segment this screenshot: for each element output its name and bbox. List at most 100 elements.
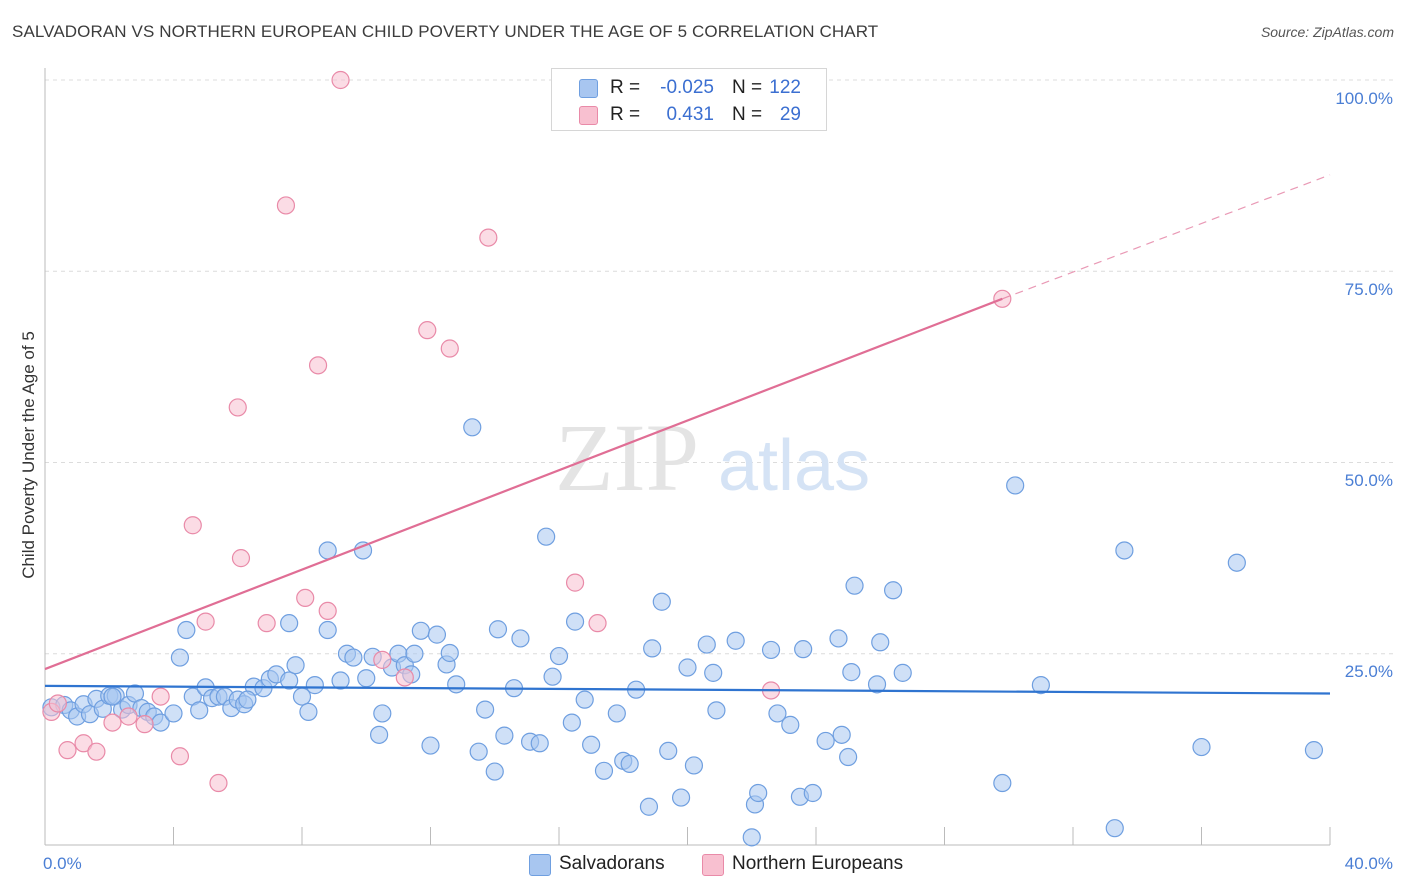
northern-european-point (231, 549, 251, 568)
salvadoran-point (684, 756, 704, 775)
salvadoran-point (768, 704, 787, 723)
salvadoran-point (190, 701, 209, 720)
salvadoran-point (238, 690, 257, 709)
northern-european-point (209, 773, 228, 793)
salvadoran-point (678, 658, 697, 677)
salvadoran-point (280, 614, 299, 633)
gridlines (45, 79, 1393, 655)
salvadoran-point (829, 629, 848, 648)
northern-european-point (48, 694, 67, 713)
salvadoran-point (485, 762, 504, 781)
salvadoran-point (530, 734, 549, 753)
northern-european-point (276, 196, 296, 215)
northern-european-point (318, 601, 337, 621)
northern-european-point (479, 228, 498, 247)
salvadoran-point (1006, 476, 1025, 495)
salvadoran-point (1304, 741, 1324, 760)
salvadoran-point (357, 669, 376, 688)
salvadoran-point (1115, 541, 1134, 560)
salvadoran-point (867, 675, 887, 694)
source-label: Source: ZipAtlas.com (1260, 24, 1394, 40)
salvadoran-point (373, 704, 392, 723)
northern-european-point (87, 742, 106, 761)
watermark-zip: ZIP (555, 404, 699, 511)
salvadoran-point (511, 629, 530, 648)
series-salvadorans (42, 418, 1324, 847)
salvadoran-point (103, 687, 122, 706)
salvadoran-point (607, 704, 626, 723)
salvadoran-point (565, 612, 585, 631)
northern-european-point (296, 588, 315, 608)
legend-swatch-pink (579, 106, 598, 125)
legend-n-label: N = (732, 104, 763, 125)
salvadoran-point (562, 713, 581, 732)
salvadoran-point (318, 620, 337, 640)
salvadoran-point (411, 621, 430, 640)
salvadoran-point (164, 704, 183, 723)
northern-european-point (308, 356, 328, 375)
salvadoran-point (405, 644, 424, 663)
salvadoran-point (575, 690, 594, 709)
northern-european-point (440, 339, 459, 358)
salvadoran-point (170, 648, 190, 667)
salvadoran-point (495, 726, 514, 745)
salvadoran-point (707, 701, 726, 720)
salvadoran-point (594, 761, 614, 780)
salvadoran-point (469, 742, 488, 761)
legend-r-label: R = (610, 77, 641, 98)
northern-european-point (373, 650, 392, 669)
salvadoran-point (344, 648, 363, 667)
watermark-atlas: atlas (718, 426, 870, 506)
northern-european-point (331, 70, 350, 90)
northern-european-point (588, 614, 607, 633)
axis-labels: Child Poverty Under the Age of 5 100.0% … (19, 89, 1393, 873)
salvadoran-point (1227, 553, 1246, 572)
watermark: ZIP atlas (555, 404, 870, 511)
legend-label: Salvadorans (559, 853, 665, 874)
salvadoran-point (839, 747, 858, 767)
salvadoran-point (463, 418, 482, 437)
salvadoran-point (781, 715, 800, 734)
salvadoran-point (476, 700, 495, 719)
salvadoran-trend-line (44, 684, 1331, 695)
salvadoran-point (280, 671, 299, 690)
legend-label: Northern Europeans (732, 853, 904, 874)
salvadoran-point (543, 667, 562, 686)
northern-european-point (228, 398, 247, 417)
salvadoran-point (659, 741, 678, 761)
salvadoran-point (697, 635, 716, 654)
legend-row-salvadorans: R = -0.025 N = 122 (552, 74, 826, 100)
salvadoran-point (305, 676, 324, 695)
northern-european-point (257, 614, 276, 633)
salvadoran-point (803, 783, 822, 803)
trend-lines (44, 174, 1331, 695)
series-legend: Salvadorans Northern Europeans (0, 852, 1406, 878)
salvadoran-point (447, 675, 466, 694)
salvadoran-point (639, 797, 659, 816)
legend-swatch-pink (702, 854, 724, 876)
legend-row-northern-europeans: R = 0.431 N = 29 (552, 101, 826, 127)
salvadoran-point (1031, 676, 1050, 695)
northern-european-point (74, 734, 93, 753)
salvadoran-point (871, 633, 890, 652)
legend-r-label: R = (610, 104, 641, 125)
x-tick-0: 0.0% (43, 854, 82, 873)
salvadoran-point (671, 788, 691, 807)
northern-european-point (135, 715, 154, 734)
salvadoran-point (652, 592, 671, 611)
legend-n-value: 29 (779, 104, 801, 125)
salvadoran-point (370, 725, 389, 744)
northern-european-trend-line (44, 297, 1003, 671)
salvadoran-point (742, 828, 761, 847)
salvadoran-point (832, 725, 851, 744)
salvadoran-point (177, 620, 196, 640)
y-tick-25: 25.0% (1345, 662, 1393, 681)
salvadoran-point (993, 773, 1012, 793)
northern-european-trend-extension (1002, 174, 1331, 300)
northern-european-point (183, 516, 202, 535)
legend-swatch-blue (579, 79, 598, 98)
y-tick-50: 50.0% (1345, 471, 1393, 490)
x-tick-40: 40.0% (1345, 854, 1393, 873)
salvadoran-point (749, 783, 768, 803)
